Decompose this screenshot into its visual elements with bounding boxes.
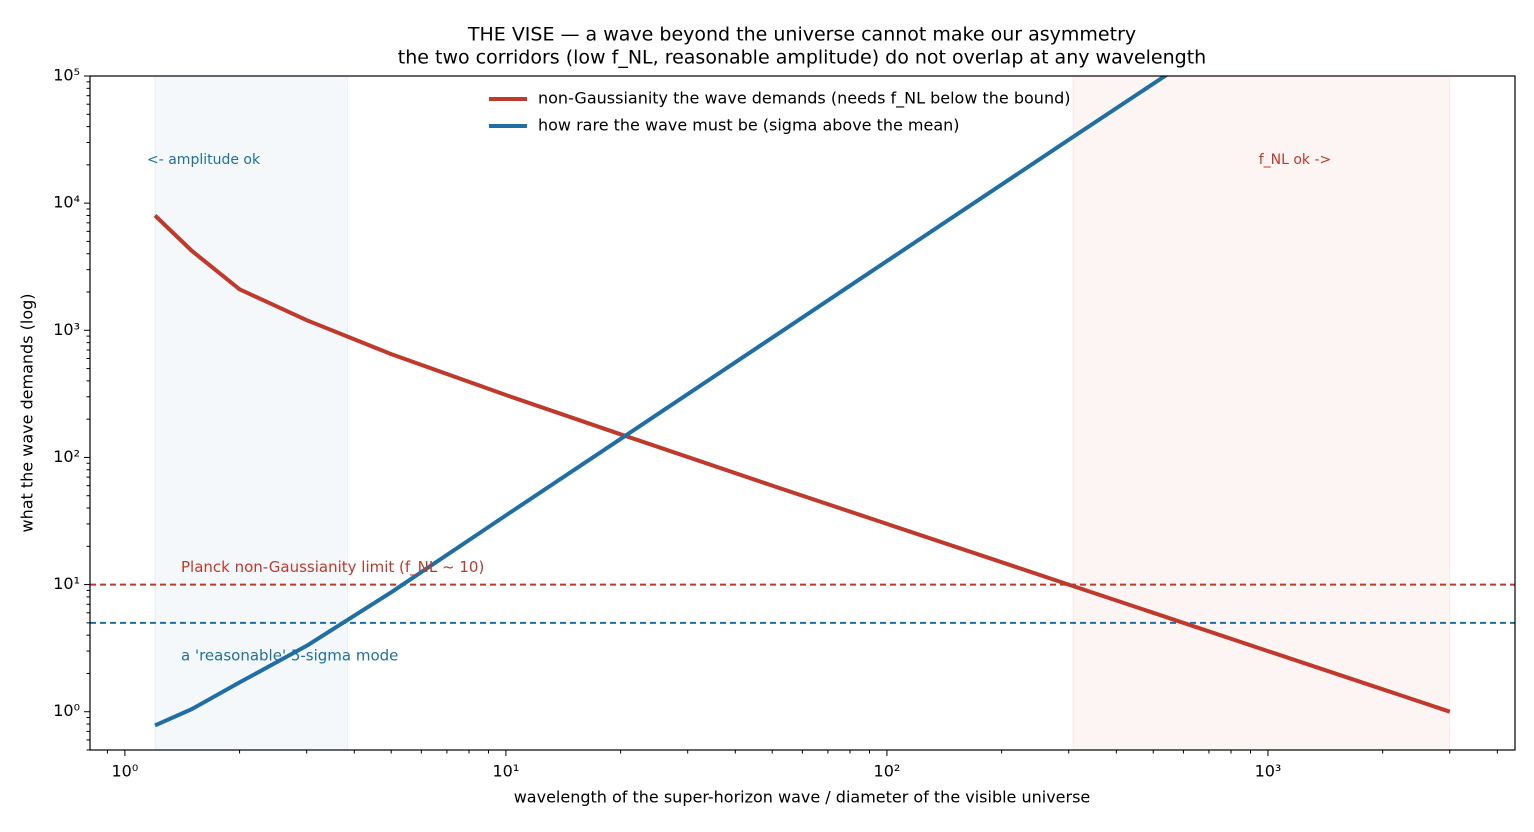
x-tick-label: 10¹ [493,762,520,781]
reference-label: Planck non-Gaussianity limit (f_NL ~ 10) [181,558,484,577]
x-tick-label: 10² [874,762,901,781]
chart-title: THE VISE — a wave beyond the universe ca… [467,24,1136,46]
shaded-span [154,76,349,750]
x-axis-label: wavelength of the super-horizon wave / d… [514,788,1091,807]
y-tick-label: 10² [53,447,80,466]
reference-label: a 'reasonable' 5-sigma mode [181,646,398,664]
y-tick-label: 10¹ [53,574,80,593]
plot-area [90,76,1515,750]
x-tick-label: 10³ [1255,762,1282,781]
x-tick-label: 10⁰ [111,762,138,781]
shaded-span [1072,76,1451,750]
span-label: <- amplitude ok [147,152,261,168]
legend-label: non-Gaussianity the wave demands (needs … [538,89,1070,109]
y-tick-label: 10⁵ [53,66,80,85]
y-axis-label: what the wave demands (log) [18,293,37,532]
data-line [153,214,1451,714]
y-tick-label: 10³ [53,320,80,339]
chart-subtitle: the two corridors (low f_NL, reasonable … [398,47,1206,69]
span-label: f_NL ok -> [1259,152,1332,168]
y-tick-label: 10⁴ [53,193,80,212]
legend-label: how rare the wave must be (sigma above t… [538,116,960,135]
data-line [154,76,1169,728]
y-tick-label: 10⁰ [53,701,80,720]
